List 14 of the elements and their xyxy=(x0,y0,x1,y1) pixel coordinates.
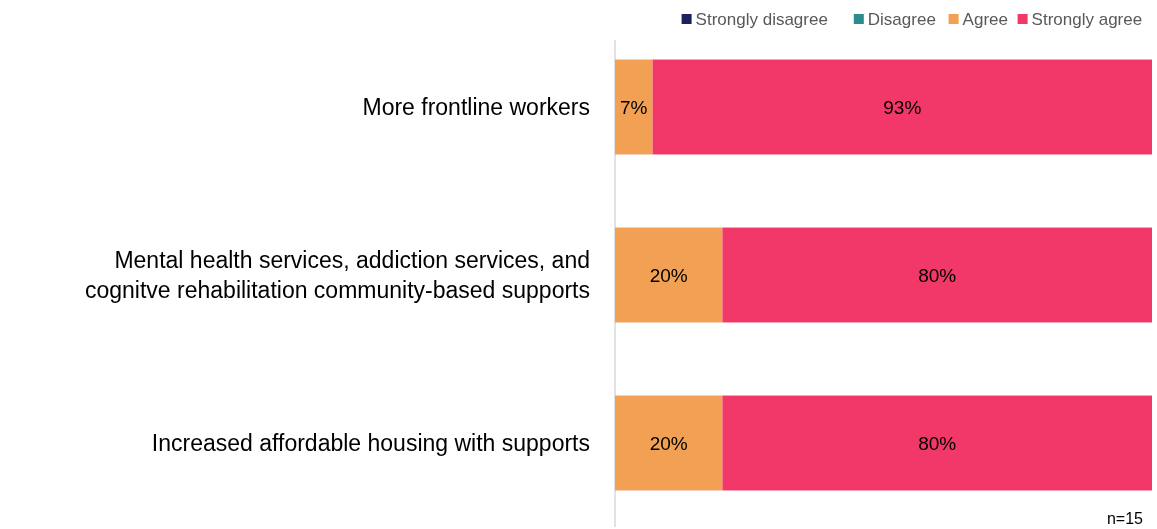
data-label: 20% xyxy=(649,432,688,454)
annotation: n=15 xyxy=(1106,509,1144,527)
data-label: 93% xyxy=(883,96,922,118)
y-tick-label: Increased affordable housing with supports xyxy=(151,430,590,457)
data-label: 20% xyxy=(649,264,688,286)
legend-label: Strongly agree xyxy=(1031,9,1143,29)
legend-label: Strongly disagree xyxy=(695,9,828,29)
legend-label: Disagree xyxy=(867,9,936,29)
data-label: 80% xyxy=(918,432,957,454)
data-label: 80% xyxy=(918,264,957,286)
y-tick-label: More frontline workers xyxy=(362,94,590,121)
legend-label: Agree xyxy=(962,9,1008,29)
data-label: 7% xyxy=(620,96,648,118)
y-tick-label: Mental health services, addiction services, and cognitve rehabilitation community-based supports xyxy=(85,247,590,304)
